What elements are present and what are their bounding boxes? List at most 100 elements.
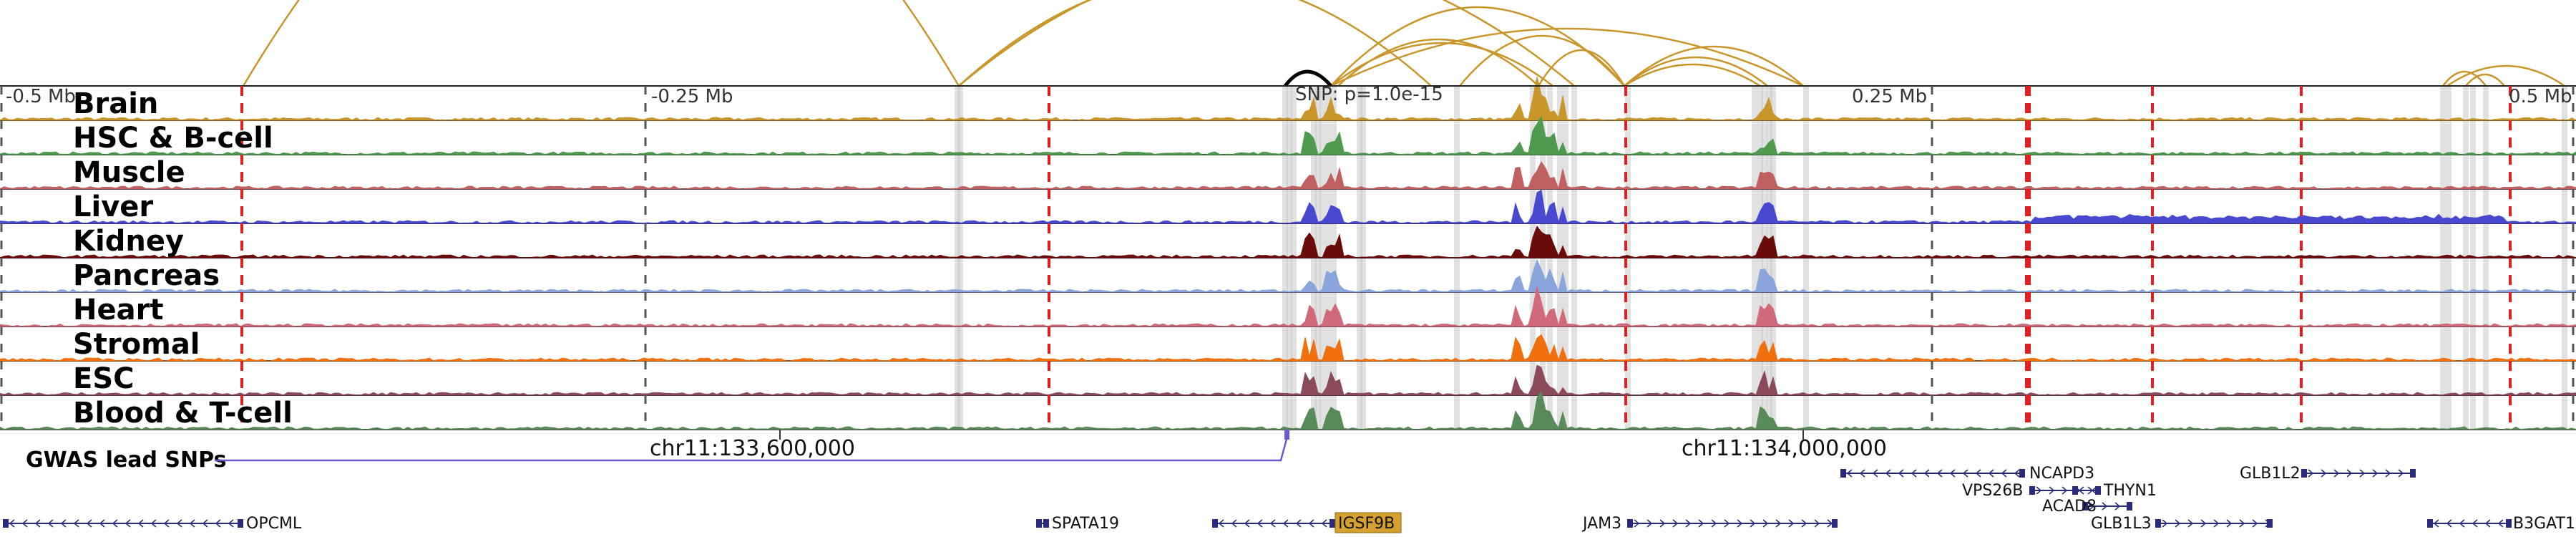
gwas-track: GWAS lead SNPs [26,430,1289,473]
gene-exon [1043,519,1049,528]
gene-strand-arrow [2175,519,2181,528]
gene-strand-arrow [112,519,118,528]
gene-strand-arrow [2459,519,2465,528]
lead-snp-loop [1284,69,1332,87]
gene-label: B3GAT1 [2513,515,2575,533]
gene-exon [2029,486,2035,495]
gene-strand-arrow [2398,469,2404,478]
gene-label: VPS26B [1962,482,2023,500]
track-label-muscle: Muscle [73,156,185,189]
gene-strand-arrow [1634,519,1640,528]
gene-strand-arrow [1846,469,1853,478]
gene-strand-arrow [1911,469,1917,478]
gene-strand-arrow [2102,502,2108,511]
gene-strand-arrow [2359,469,2366,478]
gene-annotations: OPCML SPATA19 IGSF9B JAM3 NCAPD3 VPS26B THYN1 A… [3,465,2575,533]
signal-track [0,226,2576,258]
gene-exon [2072,486,2078,495]
gene-exon [1036,519,1042,528]
gene-label: IGSF9B [1338,515,1395,533]
gene-exon [238,519,243,528]
gene-strand-arrow [21,519,28,528]
gene-strand-arrow [1762,519,1769,528]
coordinate-label: chr11:134,000,000 [1682,436,1887,461]
chromatin-loop [242,0,960,87]
track-label-hsc-b-cell: HSC & B-cell [73,122,273,155]
gene-strand-arrow [2036,486,2042,495]
gene-label: JAM3 [1581,515,1621,533]
gene-strand-arrow [176,519,182,528]
gene-strand-arrow [2308,469,2314,478]
signal-track [0,286,2576,327]
gene-strand-arrow [150,519,157,528]
gene-exon [2506,519,2512,528]
gene-strand-arrow [1975,469,1981,478]
coordinate-label: chr11:133,600,000 [650,436,855,461]
chromatin-loop [958,0,1575,87]
gene-strand-arrow [2213,519,2220,528]
gene-strand-arrow [1308,519,1314,528]
track-label-pancreas: Pancreas [73,259,220,292]
gene-strand-arrow [1898,469,1904,478]
gene-exon [2082,502,2088,511]
signal-track [0,390,2576,430]
gene-strand-arrow [1257,519,1263,528]
gene-strand-arrow [215,519,221,528]
gene-strand-arrow [2114,502,2121,511]
track-label-stromal: Stromal [73,328,200,361]
signal-track [0,189,2576,224]
gene-strand-arrow [125,519,131,528]
axis-tick-label: 0.25 Mb [1852,86,1927,107]
chromatin-loop [1624,63,1761,87]
track-label-esc: ESC [73,362,135,395]
gene-strand-arrow [2372,469,2379,478]
signal-tracks [0,77,2576,430]
gene-strand-arrow [2321,469,2327,478]
gene-strand-arrow [86,519,92,528]
track-label-liver: Liver [73,190,153,223]
genomic-axis: -0.5 Mb -0.25 Mb 0.25 Mb 0.5 Mb SNP: p=1… [0,84,2575,430]
gene-strand-arrow [9,519,15,528]
gene-strand-arrow [2346,469,2353,478]
gene-exon [3,519,9,528]
gwas-pointer [215,433,1289,462]
chromosome-coordinates: chr11:133,600,000 chr11:134,000,000 [650,430,1887,461]
gene-strand-arrow [2062,486,2068,495]
track-label-brain: Brain [73,87,158,120]
gene-strand-arrow [2226,519,2233,528]
snp-pvalue-label: SNP: p=1.0e-15 [1295,84,1443,105]
gene-strand-arrow [1282,519,1289,528]
gene-strand-arrow [2089,502,2095,511]
gene-strand-arrow [2078,486,2084,495]
gene-strand-arrow [2497,519,2504,528]
chromatin-loop [1337,38,1539,87]
gwas-label: GWAS lead SNPs [26,448,226,473]
gene-strand-arrow [1750,519,1756,528]
gene-strand-arrow [2001,469,2007,478]
signal-track [0,161,2576,190]
gene-exon [1840,469,1846,478]
gene-strand-arrow [189,519,195,528]
signal-track [0,334,2576,362]
track-label-blood-t-cell: Blood & T-cell [73,397,293,430]
gene-strand-arrow [99,519,105,528]
gene-exon [2127,502,2132,511]
gene-strand-arrow [1218,519,1224,528]
gene-strand-arrow [1936,469,1943,478]
gene-strand-arrow [1711,519,1717,528]
gene-strand-arrow [1659,519,1666,528]
gene-label: ACAD8 [2042,498,2097,516]
axis-tick-label: -0.25 Mb [651,86,733,107]
gene-exon [1330,519,1335,528]
chromatin-loop [2465,73,2505,87]
gene-strand-arrow [2252,519,2258,528]
gene-strand-arrow [1885,469,1891,478]
gene-strand-arrow [1962,469,1968,478]
axis-tick-label: 0.5 Mb [2509,86,2572,107]
gwas-snp-marker [1284,430,1289,440]
gene-strand-arrow [1737,519,1743,528]
gene-exon [2019,469,2025,478]
gene-strand-arrow [1801,519,1807,528]
gene-strand-arrow [1231,519,1237,528]
chromatin-loop [1459,34,1625,87]
